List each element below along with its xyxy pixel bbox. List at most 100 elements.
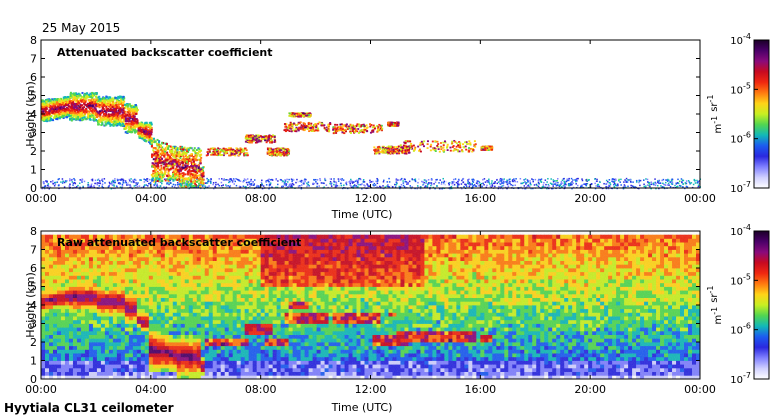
backscatter-cell xyxy=(153,152,156,155)
backscatter-cell xyxy=(77,184,79,187)
backscatter-cell xyxy=(164,167,167,170)
backscatter-cell xyxy=(119,124,122,127)
backscatter-cell xyxy=(80,119,83,122)
backscatter-cell xyxy=(686,186,689,188)
backscatter-cell xyxy=(178,173,181,176)
backscatter-cell xyxy=(192,155,195,158)
backscatter-cell xyxy=(667,182,670,185)
backscatter-cell xyxy=(284,179,286,181)
backscatter-cell xyxy=(277,147,280,150)
backscatter-cell xyxy=(552,187,554,190)
backscatter-cell xyxy=(606,180,609,183)
backscatter-cell xyxy=(434,187,436,190)
backscatter-cell xyxy=(189,170,192,173)
backscatter-cell xyxy=(454,178,457,180)
backscatter-cell xyxy=(81,181,83,183)
backscatter-cell xyxy=(148,182,150,185)
backscatter-cell xyxy=(164,161,167,164)
backscatter-cell xyxy=(139,136,142,139)
backscatter-cell xyxy=(114,117,117,120)
backscatter-cell xyxy=(138,185,141,187)
backscatter-cell xyxy=(228,149,231,152)
backscatter-cell xyxy=(124,106,127,109)
backscatter-cell xyxy=(345,181,348,184)
backscatter-cell xyxy=(243,153,246,155)
backscatter-cell xyxy=(59,110,62,113)
backscatter-cell xyxy=(114,102,117,105)
backscatter-cell xyxy=(244,185,247,188)
backscatter-cell xyxy=(147,131,150,134)
backscatter-cell xyxy=(74,182,77,185)
backscatter-cell xyxy=(394,186,397,188)
backscatter-cell xyxy=(177,155,180,158)
backscatter-cell xyxy=(156,153,159,156)
backscatter-cell xyxy=(121,104,124,107)
backscatter-cell xyxy=(66,107,69,110)
backscatter-cell xyxy=(100,109,103,112)
backscatter-cell xyxy=(71,118,74,121)
backscatter-cell xyxy=(675,182,677,185)
backscatter-cell xyxy=(643,185,645,188)
backscatter-cell xyxy=(79,104,82,107)
backscatter-cell xyxy=(140,123,143,126)
backscatter-cell xyxy=(99,100,102,103)
backscatter-cell xyxy=(462,177,465,180)
backscatter-cell xyxy=(469,183,472,185)
backscatter-cell xyxy=(146,178,148,180)
backscatter-cell xyxy=(493,182,495,185)
backscatter-cell xyxy=(137,129,140,132)
backscatter-cell xyxy=(57,104,60,107)
backscatter-cell xyxy=(253,135,256,138)
backscatter-cell xyxy=(537,182,540,185)
backscatter-cell xyxy=(213,147,216,150)
backscatter-cell xyxy=(143,185,146,187)
backscatter-cell xyxy=(207,148,210,151)
backscatter-cell xyxy=(83,114,86,117)
backscatter-cell xyxy=(568,177,570,180)
backscatter-cell xyxy=(141,123,144,126)
backscatter-cell xyxy=(193,177,196,180)
backscatter-cell xyxy=(377,128,380,131)
backscatter-cell xyxy=(512,180,514,183)
backscatter-cell xyxy=(416,187,418,190)
backscatter-cell xyxy=(111,99,114,102)
backscatter-cell xyxy=(154,174,157,177)
backscatter-cell xyxy=(307,124,310,127)
backscatter-cell xyxy=(206,154,209,156)
backscatter-cell xyxy=(219,154,222,157)
backscatter-cell xyxy=(212,148,215,151)
backscatter-cell xyxy=(221,154,224,156)
backscatter-cell xyxy=(60,116,63,119)
backscatter-cell xyxy=(376,177,378,180)
backscatter-cell xyxy=(125,114,128,117)
backscatter-cell xyxy=(208,148,211,151)
backscatter-cell xyxy=(497,181,500,183)
backscatter-cell xyxy=(657,181,659,184)
backscatter-cell xyxy=(107,113,110,116)
backscatter-cell xyxy=(244,152,247,155)
backscatter-cell xyxy=(473,179,475,181)
backscatter-cell xyxy=(498,180,501,182)
backscatter-cell xyxy=(105,117,108,120)
backscatter-cell xyxy=(161,179,164,182)
backscatter-cell xyxy=(468,185,471,188)
backscatter-cell xyxy=(176,148,179,151)
backscatter-cell xyxy=(617,183,619,186)
backscatter-cell xyxy=(143,136,146,139)
backscatter-cell xyxy=(499,178,501,181)
backscatter-cell xyxy=(377,150,380,153)
backscatter-cell xyxy=(285,151,288,154)
backscatter-cell xyxy=(74,179,76,181)
backscatter-cell xyxy=(238,179,240,182)
backscatter-cell xyxy=(394,183,396,186)
backscatter-cell xyxy=(91,102,94,105)
backscatter-cell xyxy=(190,153,193,156)
backscatter-cell xyxy=(170,151,173,154)
backscatter-cell xyxy=(271,153,274,155)
backscatter-cell xyxy=(333,183,335,186)
backscatter-cell xyxy=(86,92,89,95)
backscatter-cell xyxy=(373,150,376,152)
backscatter-cell xyxy=(201,172,204,175)
backscatter-cell xyxy=(101,118,104,121)
backscatter-cell xyxy=(219,148,222,151)
